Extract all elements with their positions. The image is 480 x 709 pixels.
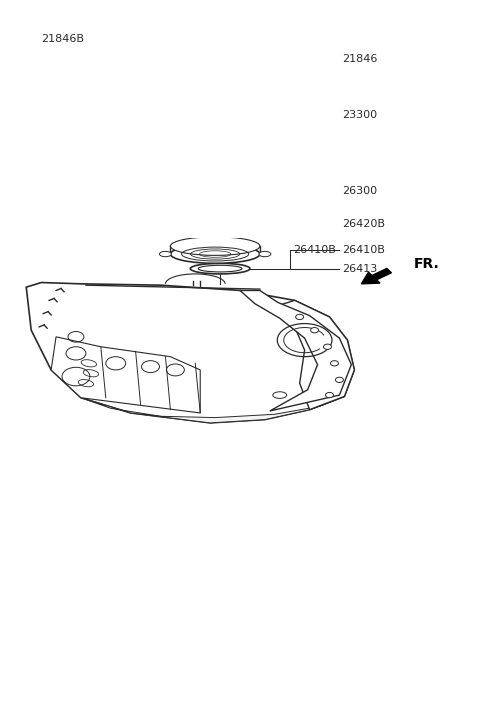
Circle shape (330, 361, 338, 366)
Circle shape (282, 143, 298, 153)
Circle shape (63, 124, 139, 174)
Text: 26413: 26413 (342, 264, 378, 274)
Polygon shape (270, 85, 320, 140)
Ellipse shape (170, 237, 260, 255)
Circle shape (198, 101, 204, 106)
Ellipse shape (259, 252, 271, 257)
Circle shape (48, 162, 64, 173)
Ellipse shape (170, 245, 260, 263)
Text: FR.: FR. (414, 257, 440, 271)
Circle shape (167, 91, 173, 95)
Text: 26420B: 26420B (342, 219, 385, 229)
Polygon shape (101, 33, 220, 85)
Polygon shape (26, 282, 354, 423)
Polygon shape (29, 140, 310, 178)
Circle shape (160, 96, 167, 101)
Ellipse shape (141, 49, 160, 55)
Ellipse shape (230, 16, 250, 22)
Circle shape (191, 104, 197, 107)
Circle shape (203, 99, 208, 104)
Circle shape (203, 94, 208, 98)
Ellipse shape (198, 265, 242, 272)
Circle shape (198, 91, 204, 95)
Text: 21846: 21846 (342, 54, 378, 64)
Circle shape (123, 171, 139, 182)
Ellipse shape (208, 226, 232, 235)
Ellipse shape (159, 252, 171, 257)
Ellipse shape (212, 213, 228, 219)
Text: 26300: 26300 (342, 186, 378, 196)
Circle shape (311, 328, 319, 333)
Text: 26410B: 26410B (293, 245, 336, 255)
Text: 26410B: 26410B (342, 245, 385, 255)
FancyArrow shape (361, 269, 392, 284)
Circle shape (191, 90, 197, 94)
Ellipse shape (184, 165, 256, 180)
Circle shape (324, 344, 332, 350)
Circle shape (174, 90, 180, 94)
Polygon shape (295, 73, 324, 140)
Circle shape (247, 161, 263, 172)
Circle shape (162, 94, 168, 98)
Circle shape (336, 377, 343, 382)
Circle shape (296, 314, 304, 320)
Ellipse shape (184, 197, 256, 212)
Circle shape (192, 171, 208, 182)
Circle shape (182, 89, 188, 93)
Circle shape (204, 96, 210, 101)
Circle shape (167, 101, 173, 106)
Polygon shape (280, 301, 354, 410)
Text: 21846B: 21846B (41, 34, 84, 44)
Circle shape (182, 104, 188, 108)
Polygon shape (81, 396, 344, 423)
Polygon shape (31, 60, 324, 172)
Circle shape (162, 99, 168, 104)
FancyBboxPatch shape (128, 120, 233, 153)
Polygon shape (51, 337, 200, 413)
Ellipse shape (230, 75, 250, 82)
Circle shape (325, 393, 334, 398)
Ellipse shape (190, 263, 250, 274)
Text: 23300: 23300 (342, 110, 378, 120)
Polygon shape (240, 291, 351, 411)
Circle shape (174, 104, 180, 107)
